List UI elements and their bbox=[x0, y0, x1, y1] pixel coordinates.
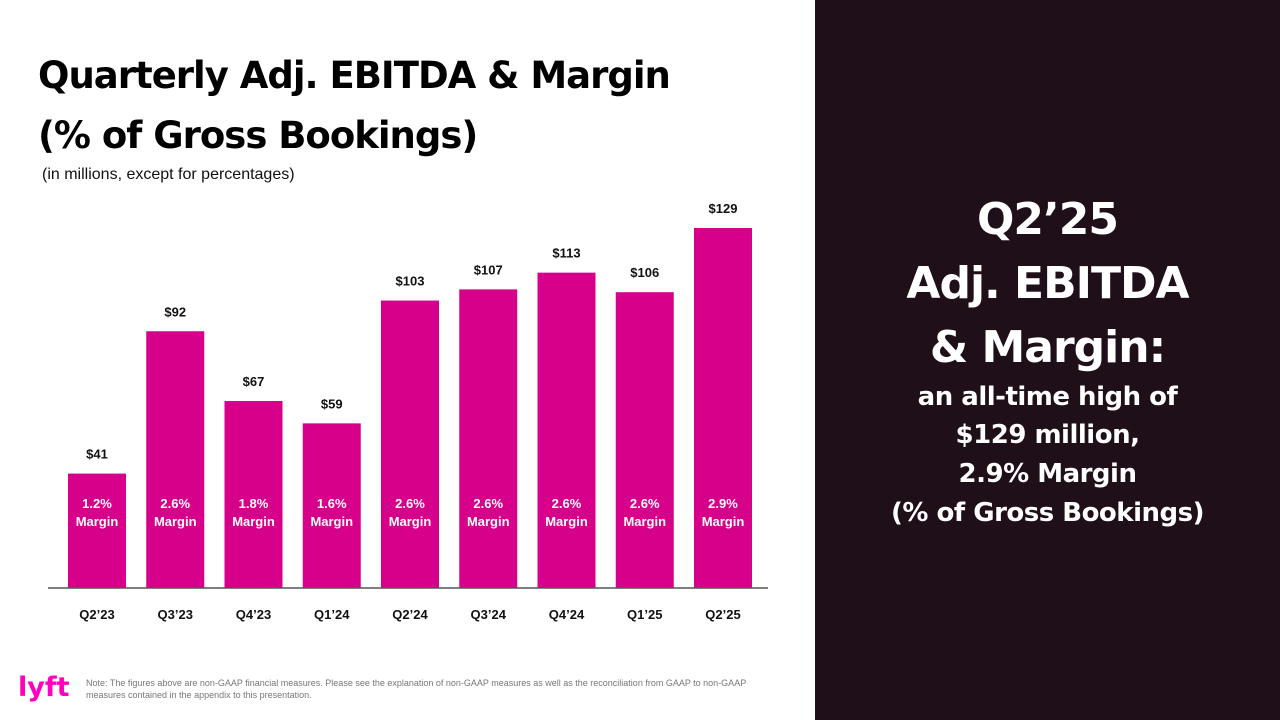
x-tick-label: Q4’24 bbox=[549, 607, 585, 622]
page-title-line1: Quarterly Adj. EBITDA & Margin bbox=[38, 54, 671, 97]
bar-margin-percent: 1.8% bbox=[239, 496, 269, 511]
bar-margin-label: Margin bbox=[702, 514, 745, 529]
footnote: Note: The figures above are non-GAAP fin… bbox=[86, 678, 747, 700]
x-tick-label: Q2’25 bbox=[705, 607, 740, 622]
bar-value-label: $106 bbox=[630, 265, 659, 280]
bar-margin-percent: 2.6% bbox=[552, 496, 582, 511]
bar-margin-label: Margin bbox=[310, 514, 353, 529]
callout-detail-3: 2.9% Margin bbox=[958, 459, 1137, 489]
callout-metric: Adj. EBITDA bbox=[906, 258, 1189, 309]
callout-margin: & Margin: bbox=[929, 322, 1166, 373]
bar-margin-label: Margin bbox=[76, 514, 119, 529]
bar bbox=[694, 228, 752, 588]
lyft-logo-text: lyft bbox=[18, 672, 70, 703]
bar-margin-percent: 2.6% bbox=[630, 496, 660, 511]
x-tick-label: Q3’23 bbox=[158, 607, 193, 622]
x-tick-label: Q4’23 bbox=[236, 607, 271, 622]
bar-value-label: $107 bbox=[474, 262, 503, 277]
bar-margin-percent: 2.9% bbox=[708, 496, 738, 511]
bar-value-label: $67 bbox=[243, 374, 265, 389]
bar bbox=[615, 292, 674, 588]
page-title-line2: (% of Gross Bookings) bbox=[38, 114, 478, 157]
bar bbox=[224, 401, 283, 588]
bar bbox=[459, 289, 518, 588]
bar-value-label: $103 bbox=[396, 274, 425, 289]
bar-value-label: $92 bbox=[164, 304, 186, 319]
chart-subtitle: (in millions, except for percentages) bbox=[42, 166, 295, 183]
bar-value-label: $41 bbox=[86, 447, 108, 462]
callout-quarter: Q2’25 bbox=[977, 194, 1119, 245]
bar-value-label: $59 bbox=[321, 396, 343, 411]
x-tick-label: Q2’24 bbox=[392, 607, 428, 622]
callout-detail-1: an all-time high of bbox=[917, 382, 1178, 412]
bar bbox=[302, 423, 361, 588]
lyft-logo-icon: lyft bbox=[18, 672, 70, 703]
bar-margin-label: Margin bbox=[545, 514, 588, 529]
chart-panel: Quarterly Adj. EBITDA & Margin (% of Gro… bbox=[18, 54, 768, 703]
bar bbox=[537, 272, 596, 588]
x-tick-label: Q1’25 bbox=[627, 607, 662, 622]
bar-margin-percent: 2.6% bbox=[160, 496, 190, 511]
x-tick-label: Q2’23 bbox=[79, 607, 114, 622]
bar-margin-percent: 1.6% bbox=[317, 496, 347, 511]
bar bbox=[146, 331, 205, 588]
bar bbox=[381, 300, 439, 588]
bar-margin-label: Margin bbox=[623, 514, 666, 529]
callout-detail-4: (% of Gross Bookings) bbox=[891, 498, 1204, 528]
bar-margin-label: Margin bbox=[154, 514, 197, 529]
callout-panel: Q2’25 Adj. EBITDA & Margin: an all-time … bbox=[815, 0, 1280, 720]
x-tick-label: Q3’24 bbox=[471, 607, 507, 622]
bar-margin-percent: 1.2% bbox=[82, 496, 112, 511]
x-tick-label: Q1’24 bbox=[314, 607, 350, 622]
bar-margin-label: Margin bbox=[389, 514, 432, 529]
bar-chart: $41 1.2% Margin Q2’23 $92 2.6% Margin Q3’23 $67 1… bbox=[48, 201, 768, 622]
bar-margin-percent: 2.6% bbox=[473, 496, 503, 511]
bar-margin-percent: 2.6% bbox=[395, 496, 425, 511]
callout-detail-2: $129 million, bbox=[955, 420, 1140, 450]
bar bbox=[68, 473, 126, 588]
bar-margin-label: Margin bbox=[467, 514, 510, 529]
bar-margin-label: Margin bbox=[232, 514, 275, 529]
bar-value-label: $129 bbox=[709, 201, 738, 216]
bar-value-label: $113 bbox=[552, 246, 580, 261]
